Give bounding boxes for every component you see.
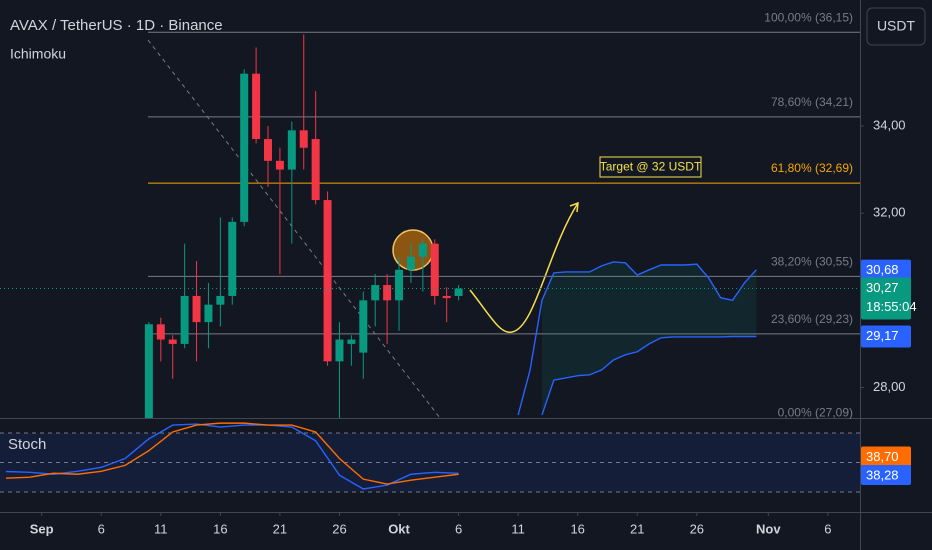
stoch-label: 38,28 <box>866 467 899 482</box>
candle-body <box>287 130 296 170</box>
stoch-line <box>5 422 459 485</box>
x-tick-label: 6 <box>455 521 462 536</box>
candle-body <box>311 139 320 201</box>
candle-body <box>454 288 463 296</box>
symbol-title: AVAX / TetherUS · 1D · Binance <box>10 17 223 34</box>
candle-body <box>323 200 332 362</box>
x-tick-label: 26 <box>332 521 346 536</box>
projection-arrow <box>569 201 579 213</box>
candle-body <box>383 285 392 301</box>
candle-body <box>168 339 177 344</box>
candle-body <box>264 139 273 161</box>
candle-body <box>359 300 368 353</box>
candle-body <box>406 256 415 270</box>
fib-label: 61,80% (32,69) <box>771 161 853 175</box>
candle-body <box>371 285 380 301</box>
x-tick-label: Nov <box>756 521 781 536</box>
fib-label: 100,00% (36,15) <box>764 10 853 24</box>
candle-body <box>395 269 404 301</box>
x-tick-label: 6 <box>824 521 831 536</box>
countdown: 18:55:04 <box>866 299 917 314</box>
candle-body <box>347 339 356 344</box>
candle-body <box>192 295 201 323</box>
target-label: Target @ 32 USDT <box>600 160 702 174</box>
stoch-label-box <box>861 446 911 467</box>
y-tick-label: 28,00 <box>873 379 906 394</box>
price-label-box <box>861 325 911 348</box>
candle-body <box>418 243 427 257</box>
fib-label: 23,60% (29,23) <box>771 312 853 326</box>
candle-body <box>228 221 237 296</box>
price-label: 30,68 <box>866 262 899 277</box>
ichimoku-span <box>517 261 757 416</box>
y-tick-label: 34,00 <box>873 117 906 132</box>
price-label: 29,17 <box>866 328 899 343</box>
candle-body <box>430 243 439 296</box>
x-tick-label: 26 <box>690 521 704 536</box>
main-pane <box>0 31 860 418</box>
x-tick-label: 11 <box>154 521 168 536</box>
x-tick-label: 16 <box>570 521 584 536</box>
price-label-box <box>861 259 911 282</box>
stoch-pane <box>0 422 860 493</box>
candle-body <box>252 73 261 140</box>
currency-button[interactable] <box>866 7 926 46</box>
stoch-label-box <box>861 464 911 485</box>
stoch-title: Stoch <box>8 436 46 453</box>
candle-body <box>299 130 308 148</box>
candle-body <box>204 304 213 323</box>
last-price-box <box>861 277 911 320</box>
fib-label: 38,20% (30,55) <box>771 255 853 269</box>
fib-label: 0,00% (27,09) <box>778 405 853 419</box>
fib-label: 78,60% (34,21) <box>771 95 853 109</box>
x-tick-label: 21 <box>630 521 644 536</box>
last-price-label: 30,27 <box>866 280 899 295</box>
cloud-fill <box>541 261 757 415</box>
candle-body <box>275 160 284 170</box>
target-box <box>599 156 702 178</box>
x-tick-label: 16 <box>213 521 227 536</box>
projection-curve <box>469 202 579 333</box>
candle-body <box>156 324 165 340</box>
x-tick-label: Okt <box>388 521 410 536</box>
candle-body <box>216 295 225 305</box>
candle-body <box>240 73 249 222</box>
y-tick-label: 32,00 <box>873 205 906 220</box>
candle-body <box>335 339 344 362</box>
ichimoku-span <box>541 335 757 416</box>
candle-body <box>144 324 153 418</box>
candle-body <box>180 295 189 344</box>
x-tick-label: 6 <box>98 521 105 536</box>
stoch-label: 38,70 <box>866 449 899 464</box>
stoch-line <box>5 423 459 490</box>
candle-body <box>442 295 451 299</box>
indicator-name: Ichimoku <box>10 46 66 62</box>
x-tick-label: 11 <box>511 521 525 536</box>
x-tick-label: 21 <box>273 521 287 536</box>
currency-button-label[interactable]: USDT <box>877 18 916 34</box>
x-tick-label: Sep <box>30 521 54 536</box>
